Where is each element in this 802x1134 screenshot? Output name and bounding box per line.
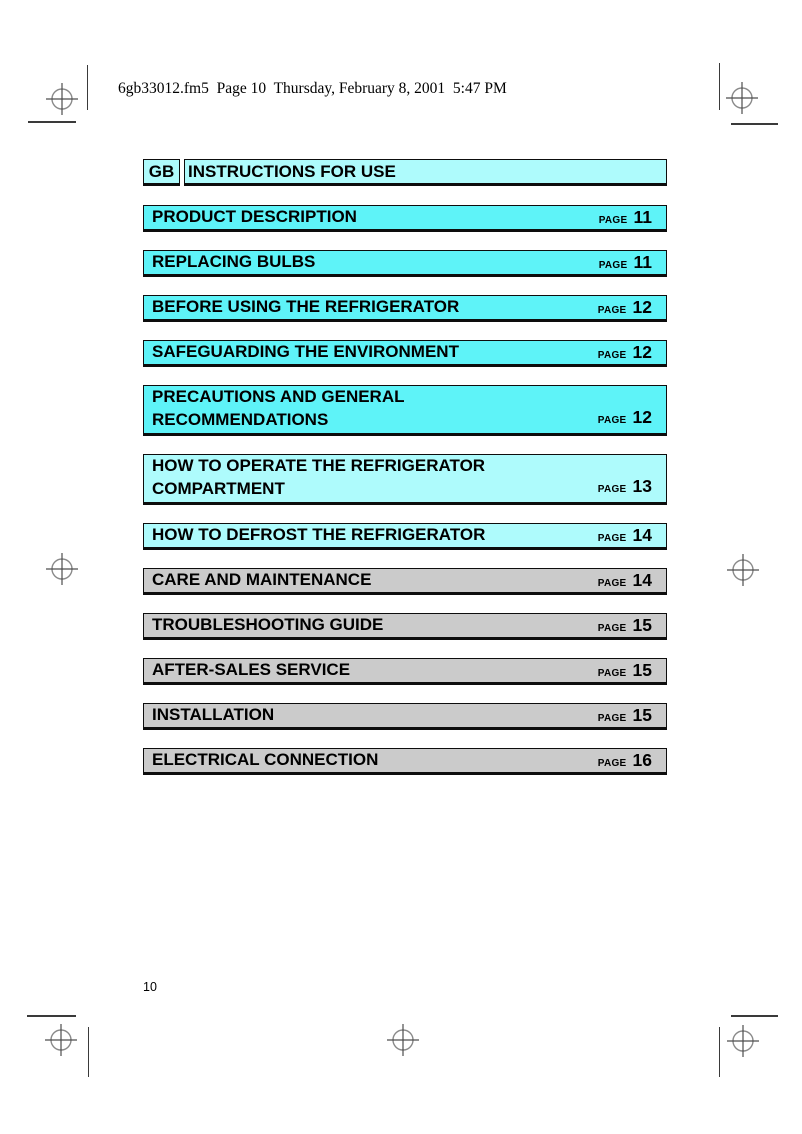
toc-entry-page-number: 13 (632, 476, 652, 496)
toc-entry-title: REPLACING BULBS (152, 252, 316, 272)
toc-entry-title: HOW TO OPERATE THE REFRIGERATOR COMPARTM… (152, 456, 486, 498)
toc-entry-page-label: PAGE (597, 758, 627, 769)
table-of-contents: GB INSTRUCTIONS FOR USE PRODUCT DESCRIPT… (143, 159, 667, 793)
crop-line (87, 1027, 89, 1077)
crop-line (731, 123, 778, 125)
toc-entry-page-number: 14 (632, 525, 652, 545)
toc-entry-page: PAGE 14 (598, 525, 652, 546)
language-badge: GB (143, 159, 180, 186)
registration-mark-icon (387, 1024, 419, 1056)
toc-entry: HOW TO OPERATE THE REFRIGERATOR COMPARTM… (143, 454, 667, 505)
toc-entry-title: TROUBLESHOOTING GUIDE (152, 615, 384, 635)
toc-entry-page: PAGE 15 (598, 660, 652, 681)
crop-line (28, 121, 76, 123)
toc-entry-page-label: PAGE (597, 668, 627, 679)
toc-entry: SAFEGUARDING THE ENVIRONMENT PAGE 12 (143, 340, 667, 367)
toc-entry: AFTER-SALES SERVICE PAGE 15 (143, 658, 667, 685)
toc-entry-page-number: 14 (632, 570, 652, 590)
toc-entry-page: PAGE 12 (598, 297, 652, 318)
page-title: INSTRUCTIONS FOR USE (184, 159, 667, 186)
toc-entry-page: PAGE 13 (598, 476, 652, 502)
toc-entry-page-number: 15 (632, 705, 652, 725)
registration-mark-icon (45, 1024, 77, 1056)
toc-entry: PRODUCT DESCRIPTION PAGE 11 (143, 205, 667, 232)
crop-line (86, 65, 88, 110)
toc-entry-title: INSTALLATION (152, 705, 275, 725)
toc-entry-page-label: PAGE (597, 533, 627, 544)
toc-entry-title: ELECTRICAL CONNECTION (152, 750, 379, 770)
toc-entry-page-label: PAGE (598, 215, 628, 226)
toc-entry-title: PRECAUTIONS AND GENERAL RECOMMENDATIONS (152, 387, 405, 429)
toc-entry-page: PAGE 14 (598, 570, 652, 591)
registration-mark-icon (727, 1025, 759, 1057)
toc-entry: HOW TO DEFROST THE REFRIGERATOR PAGE 14 (143, 523, 667, 550)
print-header: 6gb33012.fm5 Page 10 Thursday, February … (118, 80, 507, 97)
toc-entry-title: PRODUCT DESCRIPTION (152, 207, 357, 227)
toc-entry-page-label: PAGE (597, 713, 627, 724)
toc-entry-page-label: PAGE (598, 260, 628, 271)
toc-entry: TROUBLESHOOTING GUIDE PAGE 15 (143, 613, 667, 640)
crop-line (731, 1015, 778, 1017)
toc-entry-title: HOW TO DEFROST THE REFRIGERATOR (152, 525, 486, 545)
toc-entry-title: SAFEGUARDING THE ENVIRONMENT (152, 342, 459, 362)
toc-entry: CARE AND MAINTENANCE PAGE 14 (143, 568, 667, 595)
toc-entry-page-number: 12 (632, 407, 652, 427)
toc-entry-page: PAGE 12 (598, 407, 652, 433)
toc-entry-page-label: PAGE (597, 623, 627, 634)
crop-line (718, 63, 720, 110)
toc-entry-page-number: 11 (633, 207, 653, 227)
toc-entry: ELECTRICAL CONNECTION PAGE 16 (143, 748, 667, 775)
toc-entry-page-number: 15 (632, 615, 652, 635)
toc-entry: INSTALLATION PAGE 15 (143, 703, 667, 730)
toc-entry-title: CARE AND MAINTENANCE (152, 570, 372, 590)
crop-line (27, 1015, 76, 1017)
toc-entry-page: PAGE 12 (598, 342, 652, 363)
toc-title-bar: GB INSTRUCTIONS FOR USE (143, 159, 667, 186)
toc-entry-page: PAGE 16 (598, 750, 652, 771)
toc-entry-title: BEFORE USING THE REFRIGERATOR (152, 297, 460, 317)
toc-entry-page: PAGE 15 (598, 705, 652, 726)
toc-entry-page: PAGE 11 (599, 252, 652, 273)
toc-entry-title: AFTER-SALES SERVICE (152, 660, 351, 680)
registration-mark-icon (726, 82, 758, 114)
registration-mark-icon (46, 553, 78, 585)
toc-entry-page-label: PAGE (597, 484, 627, 495)
toc-entry-page-number: 16 (632, 750, 652, 770)
toc-entry-page-label: PAGE (597, 350, 627, 361)
toc-entry-page-number: 12 (632, 342, 652, 362)
toc-entry-page-label: PAGE (597, 305, 627, 316)
footer-page-number: 10 (143, 980, 157, 994)
crop-line (718, 1027, 720, 1077)
toc-entry-page-label: PAGE (597, 415, 627, 426)
toc-entry-page: PAGE 15 (598, 615, 652, 636)
toc-entry-page-label: PAGE (597, 578, 627, 589)
toc-entry-page-number: 15 (632, 660, 652, 680)
toc-entry: PRECAUTIONS AND GENERAL RECOMMENDATIONS … (143, 385, 667, 436)
toc-entry-page-number: 12 (632, 297, 652, 317)
registration-mark-icon (727, 554, 759, 586)
toc-entry-page: PAGE 11 (599, 207, 652, 228)
registration-mark-icon (46, 83, 78, 115)
toc-entries: PRODUCT DESCRIPTION PAGE 11 REPLACING BU… (143, 205, 667, 775)
toc-entry: BEFORE USING THE REFRIGERATOR PAGE 12 (143, 295, 667, 322)
toc-entry-page-number: 11 (633, 252, 653, 272)
toc-entry: REPLACING BULBS PAGE 11 (143, 250, 667, 277)
